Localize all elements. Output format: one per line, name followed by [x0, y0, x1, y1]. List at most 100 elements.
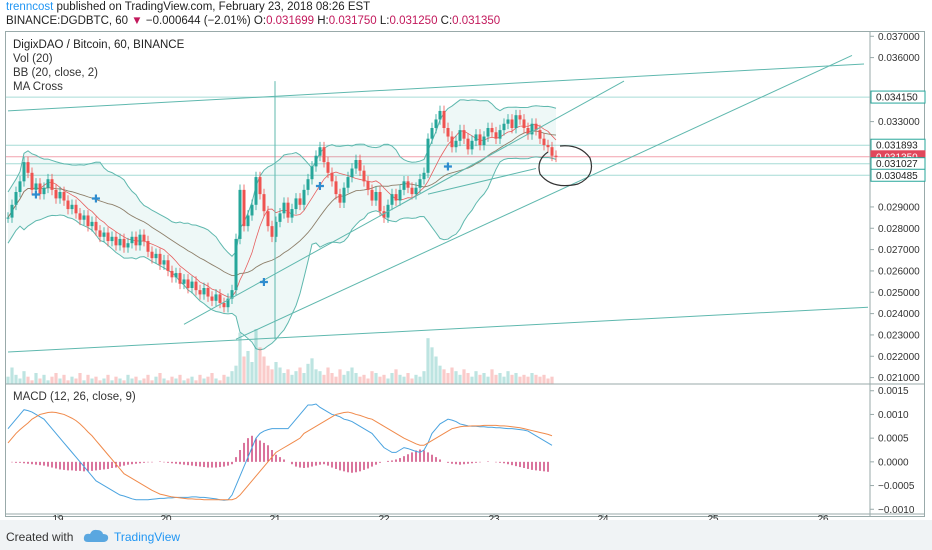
- volume-bar: [502, 376, 506, 384]
- volume-bar: [230, 371, 234, 384]
- volume-bar: [142, 378, 146, 384]
- macd-pane[interactable]: [7, 403, 553, 501]
- time-tick-label: 25: [707, 514, 719, 525]
- candle-body: [526, 128, 530, 135]
- candle-body: [494, 132, 498, 139]
- candle-body: [530, 123, 534, 135]
- candle-body: [458, 130, 462, 141]
- candle-body: [122, 238, 126, 248]
- candle-body: [310, 166, 314, 180]
- tradingview-brand[interactable]: TradingView: [114, 530, 181, 544]
- volume-bar: [162, 378, 166, 384]
- publish-text: published on TradingView.com, February 2…: [53, 1, 371, 13]
- candle-body: [270, 226, 274, 237]
- author-link[interactable]: trenncost: [6, 1, 54, 13]
- volume-bar: [318, 371, 322, 384]
- volume-bar: [394, 369, 398, 384]
- candle-body: [330, 172, 334, 182]
- volume-bar: [286, 369, 290, 384]
- open-label: O:: [253, 15, 267, 27]
- volume-bar: [10, 367, 14, 384]
- volume-bar: [410, 378, 414, 384]
- volume-bar: [254, 329, 258, 384]
- volume-bar: [218, 380, 222, 384]
- candle-body: [450, 136, 454, 148]
- volume-bar: [246, 351, 250, 384]
- candle-body: [478, 134, 482, 146]
- trend-line: [7, 63, 865, 112]
- legend-ma[interactable]: MA Cross: [13, 81, 63, 93]
- volume-bar: [82, 380, 86, 384]
- candle-body: [62, 192, 66, 201]
- volume-bar: [186, 378, 190, 384]
- volume-bar: [478, 374, 482, 384]
- created-with: Created with: [6, 530, 74, 544]
- candle-body: [414, 187, 418, 195]
- volume-bar: [298, 367, 302, 384]
- candle-body: [90, 221, 94, 227]
- candle-body: [182, 279, 186, 284]
- candle-body: [46, 179, 50, 188]
- volume-bar: [194, 380, 198, 384]
- candle-body: [262, 194, 266, 212]
- price-tick-label: 0.025000: [878, 288, 920, 299]
- volume-bar: [38, 378, 42, 384]
- volume-bar: [110, 380, 114, 384]
- candle-body: [502, 123, 506, 131]
- footer: Created with TradingView: [0, 520, 932, 550]
- candle-body: [58, 192, 62, 199]
- volume-bar: [54, 373, 58, 384]
- volume-bar: [126, 374, 130, 384]
- legend-macd[interactable]: MACD (12, 26, close, 9): [13, 391, 136, 403]
- candle-body: [362, 170, 366, 182]
- volume-bar: [26, 376, 30, 384]
- volume-bar: [206, 376, 210, 384]
- candle-body: [554, 155, 558, 157]
- candle-body: [234, 238, 238, 291]
- candle-body: [238, 189, 242, 239]
- volume-bar: [166, 380, 170, 384]
- ma-cross-marker-icon: ✚: [91, 193, 100, 206]
- volume-bar: [46, 380, 50, 384]
- candle-body: [322, 147, 326, 163]
- volume-bar: [370, 371, 374, 384]
- volume-bar: [330, 373, 334, 384]
- volume-bar: [386, 378, 390, 384]
- legend-bb[interactable]: BB (20, close, 2): [13, 67, 99, 79]
- candle-body: [394, 194, 398, 201]
- volume-bar: [522, 374, 526, 384]
- candle-body: [370, 189, 374, 201]
- price-tick-label: 0.028000: [878, 224, 920, 235]
- volume-bar: [362, 374, 366, 384]
- hand-drawn-ellipse: [538, 145, 593, 187]
- price-pane[interactable]: ✚ ✚ ✚ ✚ ✚: [6, 55, 870, 384]
- volume-bar: [30, 380, 34, 384]
- change-arrow-icon: ▼: [131, 15, 143, 27]
- candle-body: [118, 238, 122, 246]
- volume-bar: [430, 347, 434, 384]
- volume-bar: [546, 378, 550, 384]
- volume-bar: [450, 367, 454, 384]
- volume-bar: [482, 373, 486, 384]
- symbol: BINANCE:DGDBTC, 60: [6, 15, 129, 27]
- volume-bar: [62, 374, 66, 384]
- volume-bar: [514, 373, 518, 384]
- price-tick-label: 0.027000: [878, 245, 920, 256]
- volume-bar: [70, 376, 74, 384]
- candle-body: [202, 288, 206, 295]
- volume-bar: [458, 374, 462, 384]
- price-tick-label: 0.024000: [878, 309, 920, 320]
- publish-line: trenncost published on TradingView.com, …: [6, 1, 370, 13]
- volume-bar: [34, 373, 38, 384]
- macd-legend: MACD (12, 26, close, 9): [13, 390, 136, 404]
- candle-body: [142, 234, 146, 242]
- volume-bar: [94, 376, 98, 384]
- price-marker-label: 0.034150: [876, 93, 918, 104]
- volume-bar: [550, 376, 554, 384]
- volume-bar: [134, 376, 138, 384]
- high-value: 0.031750: [328, 15, 377, 27]
- legend-vol[interactable]: Vol (20): [13, 53, 53, 65]
- candle-body: [138, 234, 142, 246]
- volume-bar: [418, 376, 422, 384]
